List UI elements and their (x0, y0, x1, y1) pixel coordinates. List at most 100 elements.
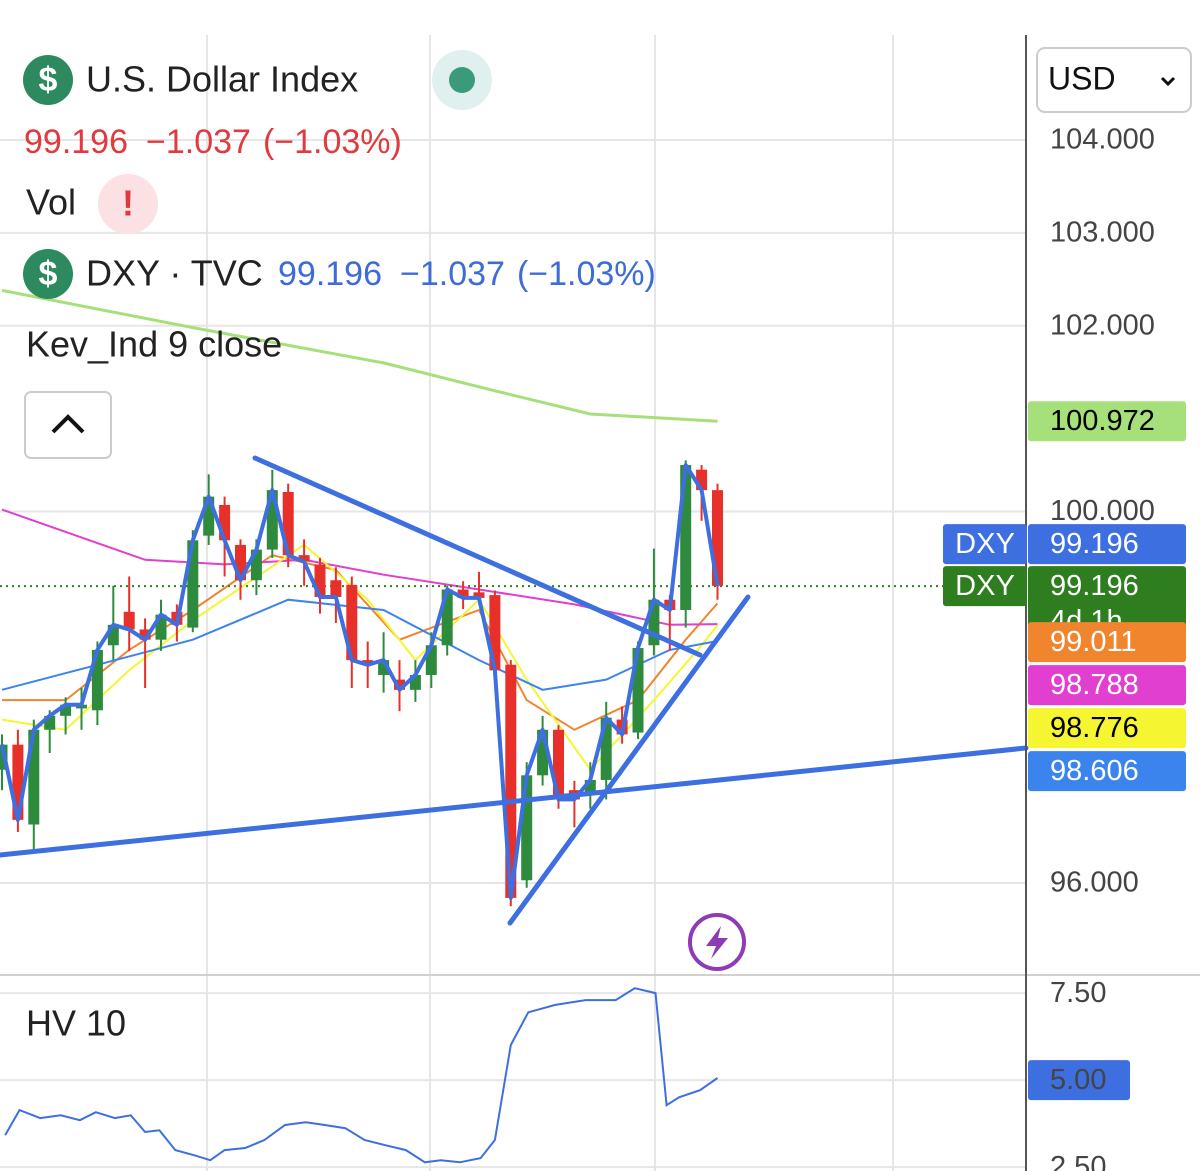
currency-icon (23, 249, 73, 299)
price: 99.196 (278, 255, 382, 293)
symbol-badge (943, 524, 1027, 565)
indicator-label: Kev_Ind 9 close (26, 324, 282, 365)
icon-glyph: $ (39, 61, 58, 99)
price-badge-label: 98.776 (1050, 712, 1139, 744)
candle-body (314, 564, 326, 597)
candle-body (425, 645, 437, 675)
trend-lines (0, 455, 1029, 926)
price-axis: 104.000 103.000 102.000 100.000 96.000 DXY 99.… (943, 124, 1186, 1171)
chevron-down (1160, 76, 1176, 87)
candle-body (44, 715, 56, 730)
trend-line (252, 455, 703, 658)
candle-body (219, 505, 231, 541)
candle-body (298, 555, 310, 562)
warning-bg (98, 174, 158, 234)
candle-body (250, 549, 262, 581)
main-pane (0, 138, 1026, 907)
y-tick-label: 7.50 (1050, 977, 1106, 1009)
price-badge-label: 99.011 (1050, 626, 1137, 658)
candle-body (107, 624, 119, 646)
candle-body (139, 629, 151, 640)
candle-body (680, 465, 692, 610)
candle-body (600, 717, 612, 780)
currency-dropdown[interactable] (1036, 47, 1192, 113)
hv-line (4, 987, 719, 1164)
candle-body (346, 584, 358, 661)
symbol-badge (943, 566, 1027, 607)
status-dot (449, 67, 475, 93)
candle-body (489, 595, 501, 671)
currency-select[interactable]: USD (1036, 47, 1192, 113)
price-badge (1028, 751, 1186, 792)
candle-body (696, 469, 708, 491)
candle-body (521, 775, 533, 881)
close-line (0, 463, 720, 900)
currency-icon (23, 55, 73, 105)
collapse-button[interactable] (24, 391, 112, 459)
flash-icon (706, 926, 728, 959)
candle-body (378, 660, 390, 675)
hv-pane (0, 987, 1026, 1169)
hv-title: HV 10 (26, 1003, 126, 1044)
price-badge (1028, 524, 1186, 565)
change: −1.037 (400, 255, 505, 293)
candle-body (187, 540, 199, 628)
candle-body (235, 544, 246, 581)
candle-body (203, 496, 215, 536)
y-tick-label: 100.000 (1050, 495, 1155, 527)
y-tick-label: 96.000 (1050, 867, 1139, 899)
y-tick-label: 2.50 (1050, 1151, 1106, 1171)
change: −1.037 (146, 123, 251, 161)
candle-body (362, 660, 374, 665)
candle-body (28, 729, 40, 825)
chevron-up (51, 414, 85, 434)
symbol-badge-label: DXY (955, 570, 1015, 602)
icon-glyph: $ (39, 255, 58, 293)
moving-average (1, 543, 719, 772)
candle-body (648, 599, 660, 646)
candle-body (553, 729, 564, 800)
candle-body (457, 589, 469, 598)
moving-average (1, 508, 718, 626)
trend-line (507, 594, 751, 926)
price-line: 99.196 −1.037 (−1.03%) (24, 123, 402, 161)
y-tick-label: 104.000 (1050, 124, 1155, 156)
price-badge (1028, 665, 1186, 706)
currency-label: USD (1048, 60, 1116, 96)
candle-body (155, 614, 167, 640)
y-tick-label: 103.000 (1050, 217, 1155, 249)
y-tick-label: 5.00 (1050, 1064, 1106, 1096)
value-badge (1028, 1060, 1130, 1101)
price-badge-label: 99.196 (1050, 570, 1139, 602)
candle-body (91, 649, 103, 711)
price-badge (1028, 708, 1186, 749)
symbol-price-line: 99.196 −1.037 (−1.03%) (278, 255, 656, 293)
trend-line (0, 745, 1029, 858)
symbol-title: U.S. Dollar Index (86, 59, 358, 100)
candle-body (394, 679, 405, 690)
warning-icon: ! (122, 183, 134, 224)
change-pct: (−1.03%) (517, 255, 656, 293)
candle-body (632, 648, 644, 733)
symbol: DXY · TVC (86, 253, 263, 294)
price-badge-label: 99.196 (1050, 528, 1139, 560)
price-badge-label: 98.788 (1050, 669, 1139, 701)
vol-label: Vol (26, 182, 76, 223)
candle-body (60, 704, 72, 716)
price-badge (1028, 401, 1186, 442)
change-pct: (−1.03%) (263, 123, 402, 161)
candle-body (537, 729, 549, 776)
price-badge-label: 100.972 (1050, 405, 1155, 437)
candle-body (266, 490, 278, 550)
y-tick-label: 102.000 (1050, 309, 1155, 341)
candle-body (584, 779, 596, 795)
symbol-badge-label: DXY (955, 528, 1015, 560)
moving-average (1, 288, 718, 423)
candle-body (505, 664, 517, 898)
legend: $ U.S. Dollar Index 99.196 −1.037 (−1.03%)… (23, 50, 656, 459)
price: 99.196 (24, 123, 128, 161)
candle-body (282, 491, 294, 556)
price-badge (1028, 622, 1186, 663)
candle-body (330, 580, 342, 597)
